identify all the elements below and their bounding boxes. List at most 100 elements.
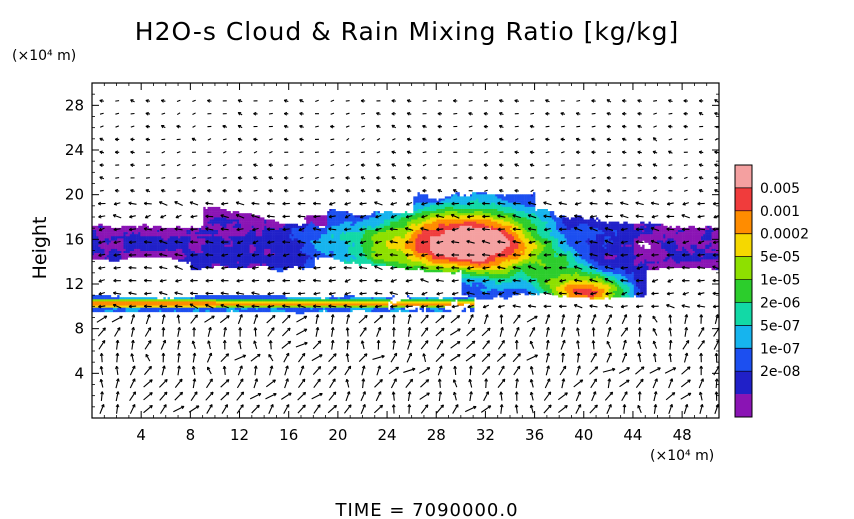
field-cell — [652, 232, 656, 235]
field-cell — [299, 246, 303, 250]
field-cell — [583, 242, 586, 245]
field-cell — [249, 240, 252, 243]
field-cell — [514, 196, 517, 199]
field-cell — [488, 215, 492, 218]
field-cell — [228, 238, 231, 241]
field-cell — [356, 223, 359, 227]
field-cell — [264, 223, 267, 227]
field-cell — [669, 232, 672, 235]
field-cell — [625, 223, 628, 227]
field-cell — [400, 213, 404, 216]
field-cell — [318, 234, 322, 237]
field-cell — [707, 240, 710, 243]
field-cell — [157, 232, 160, 235]
field-cell — [180, 242, 183, 245]
field-cell — [421, 234, 425, 237]
field-cell — [497, 204, 500, 208]
field-cell — [524, 246, 527, 250]
field-cell — [486, 225, 490, 229]
field-cell — [560, 223, 563, 227]
field-cell — [178, 234, 181, 237]
field-cell — [104, 238, 107, 241]
field-cell — [213, 217, 217, 220]
field-cell — [612, 232, 616, 235]
field-cell — [215, 223, 219, 227]
field-cell — [218, 206, 221, 210]
field-cell — [549, 240, 553, 243]
field-cell — [530, 198, 534, 201]
field-cell — [287, 238, 290, 241]
field-cell — [518, 194, 521, 197]
field-cell — [207, 221, 210, 224]
field-cell — [199, 246, 202, 250]
field-cell — [341, 219, 345, 222]
field-cell — [656, 223, 660, 227]
field-cell — [650, 230, 653, 233]
field-cell — [507, 230, 511, 233]
field-cell — [587, 230, 590, 233]
field-cell — [119, 242, 122, 245]
field-cell — [365, 240, 368, 243]
field-cell — [335, 244, 338, 248]
field-cell — [171, 236, 175, 239]
field-cell — [440, 219, 443, 222]
field-cell — [526, 232, 530, 235]
field-cell — [608, 236, 611, 239]
field-cell — [113, 232, 116, 235]
field-cell — [554, 227, 557, 231]
field-cell — [285, 234, 288, 237]
field-cell — [293, 225, 296, 229]
field-cell — [505, 219, 509, 222]
field-cell — [302, 246, 305, 250]
field-cell — [428, 221, 431, 224]
field-cell — [642, 225, 645, 229]
field-cell — [232, 217, 236, 220]
field-cell — [220, 221, 223, 224]
field-cell — [159, 248, 162, 252]
field-cell — [612, 221, 616, 224]
field-cell — [715, 232, 719, 235]
field-cell — [274, 236, 278, 239]
field-cell — [449, 204, 452, 208]
field-cell — [617, 244, 620, 248]
field-cell — [192, 246, 196, 250]
field-cell — [417, 223, 420, 227]
field-cell — [201, 236, 204, 239]
field-cell — [211, 225, 215, 229]
field-cell — [665, 244, 668, 248]
field-cell — [501, 204, 504, 208]
field-cell — [134, 242, 137, 245]
field-cell — [228, 225, 231, 229]
field-cell — [478, 244, 481, 248]
field-cell — [127, 238, 131, 241]
field-cell — [430, 244, 433, 248]
field-cell — [173, 234, 177, 237]
field-cell — [295, 230, 299, 233]
field-cell — [545, 211, 548, 214]
field-cell — [440, 230, 443, 233]
field-cell — [560, 238, 563, 241]
field-cell — [396, 232, 399, 235]
field-cell — [505, 232, 509, 235]
field-cell — [260, 244, 263, 248]
field-cell — [600, 223, 603, 227]
field-cell — [577, 244, 580, 248]
field-cell — [493, 211, 496, 214]
field-cell — [339, 219, 343, 222]
field-cell — [325, 217, 328, 220]
field-cell — [350, 215, 353, 218]
field-cell — [514, 234, 517, 237]
field-cell — [415, 240, 418, 243]
field-cell — [600, 227, 603, 231]
field-cell — [388, 242, 391, 245]
field-cell — [650, 236, 653, 239]
field-cell — [428, 240, 431, 243]
field-cell — [503, 215, 506, 218]
field-cell — [633, 236, 637, 239]
field-cell — [249, 230, 252, 233]
field-cell — [239, 230, 242, 233]
field-cell — [480, 217, 483, 220]
field-cell — [348, 246, 351, 250]
field-cell — [516, 232, 519, 235]
field-cell — [434, 202, 437, 206]
